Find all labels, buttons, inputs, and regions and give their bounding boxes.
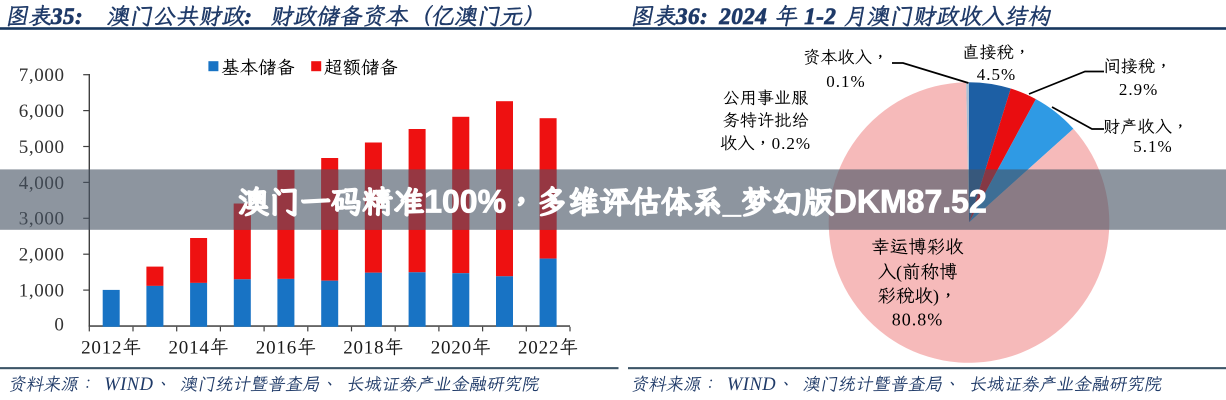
svg-text:0: 0 — [54, 315, 64, 336]
svg-text:5,000: 5,000 — [19, 137, 65, 158]
svg-text:35:: 35: — [50, 4, 83, 29]
svg-text:2020: 2020 — [431, 338, 472, 359]
svg-text::: : — [244, 4, 252, 29]
svg-text:100%: 100% — [424, 184, 506, 220]
svg-text:0.1%: 0.1% — [826, 72, 865, 91]
svg-text:1,000: 1,000 — [19, 281, 65, 302]
svg-text:2012: 2012 — [81, 338, 122, 359]
svg-text:2014: 2014 — [169, 338, 210, 359]
svg-text:2.9%: 2.9% — [1119, 80, 1158, 99]
svg-text:4.5%: 4.5% — [977, 65, 1016, 84]
svg-text:_: _ — [722, 184, 742, 220]
svg-text:7,000: 7,000 — [19, 65, 65, 86]
svg-text:DKM87.52: DKM87.52 — [834, 184, 987, 220]
svg-text:WIND: WIND — [104, 375, 153, 395]
svg-text:2018: 2018 — [343, 338, 384, 359]
svg-text:0.2%: 0.2% — [772, 134, 811, 153]
svg-text:WIND: WIND — [727, 375, 776, 395]
svg-text:6,000: 6,000 — [19, 101, 65, 122]
svg-text:2016: 2016 — [256, 338, 297, 359]
svg-text:2022: 2022 — [518, 338, 559, 359]
svg-text:80.8%: 80.8% — [892, 310, 944, 330]
svg-text:(: ( — [896, 262, 902, 283]
svg-text:1-2: 1-2 — [804, 4, 836, 29]
svg-text:2,000: 2,000 — [19, 245, 65, 266]
svg-text:2024: 2024 — [718, 4, 767, 29]
svg-text:5.1%: 5.1% — [1133, 137, 1172, 156]
svg-text:): ) — [933, 286, 939, 307]
svg-text:36:: 36: — [675, 4, 708, 29]
